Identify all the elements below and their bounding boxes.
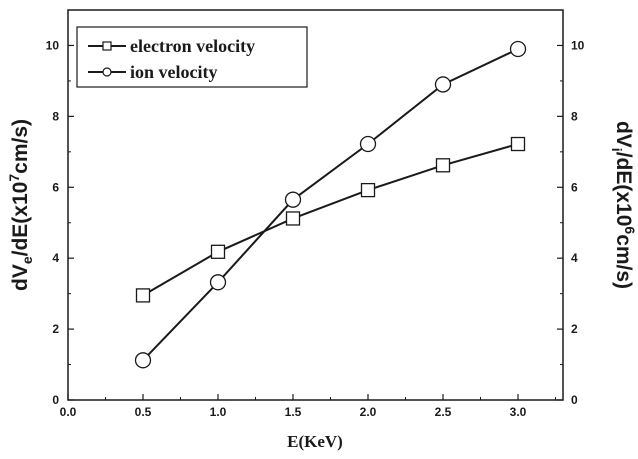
ion-point (509, 40, 527, 58)
ion-point (359, 135, 377, 153)
right-y-tick-label: 0 (571, 393, 578, 407)
legend-circle-icon (102, 67, 112, 77)
right-y-tick-label: 6 (571, 180, 578, 194)
left-y-axis-ticks: 0 2 4 6 8 10 (46, 38, 74, 407)
series-line-0 (142, 143, 519, 297)
right-y-axis-ticks: 0 2 4 6 8 10 (557, 38, 585, 407)
ion-point (284, 191, 302, 208)
electron-point (285, 211, 301, 226)
x-tick-label: 1.0 (210, 405, 227, 419)
series-layer (134, 40, 527, 369)
electron-point (210, 244, 226, 259)
legend-electron-label: electron velocity (130, 36, 255, 56)
legend-box (76, 26, 308, 88)
ion-point (434, 76, 452, 93)
x-tick-label: 1.5 (285, 405, 302, 419)
left-y-axis-title: dVe/dE(x107cm/s) (6, 119, 35, 291)
ion-point (134, 352, 152, 369)
x-tick-label: 0.0 (60, 405, 77, 419)
plot-frame (67, 9, 564, 401)
left-y-tick-label: 10 (46, 38, 60, 52)
x-tick-label: 0.5 (135, 405, 152, 419)
left-y-tick-label: 2 (52, 322, 59, 336)
left-y-tick-label: 4 (52, 251, 59, 265)
electron-point (435, 158, 451, 173)
ion-point (209, 274, 227, 291)
right-y-tick-label: 10 (571, 38, 585, 52)
right-y-tick-label: 4 (571, 251, 578, 265)
legend: electron velocity ion velocity (76, 26, 308, 88)
left-y-tick-label: 8 (52, 109, 59, 123)
legend-item-ion: ion velocity (88, 62, 218, 82)
series-line-1 (142, 48, 519, 361)
electron-point (135, 288, 151, 303)
x-axis-ticks: 0.0 0.5 1.0 1.5 2.0 2.5 3.0 (60, 394, 556, 419)
right-y-tick-label: 2 (571, 322, 578, 336)
left-y-tick-label: 0 (52, 393, 59, 407)
legend-square-icon (102, 41, 112, 51)
x-axis-title: E(KeV) (287, 432, 343, 451)
legend-item-electron: electron velocity (88, 36, 255, 56)
right-y-tick-label: 8 (571, 109, 578, 123)
left-y-tick-label: 6 (52, 180, 59, 194)
electron-point (510, 136, 526, 152)
x-tick-label: 2.0 (360, 405, 377, 419)
electron-point (360, 182, 376, 198)
x-tick-label: 3.0 (510, 405, 527, 419)
legend-ion-label: ion velocity (130, 62, 218, 82)
x-tick-label: 2.5 (435, 405, 452, 419)
right-y-axis-title: dVi/dE(x106cm/s) (609, 121, 638, 289)
